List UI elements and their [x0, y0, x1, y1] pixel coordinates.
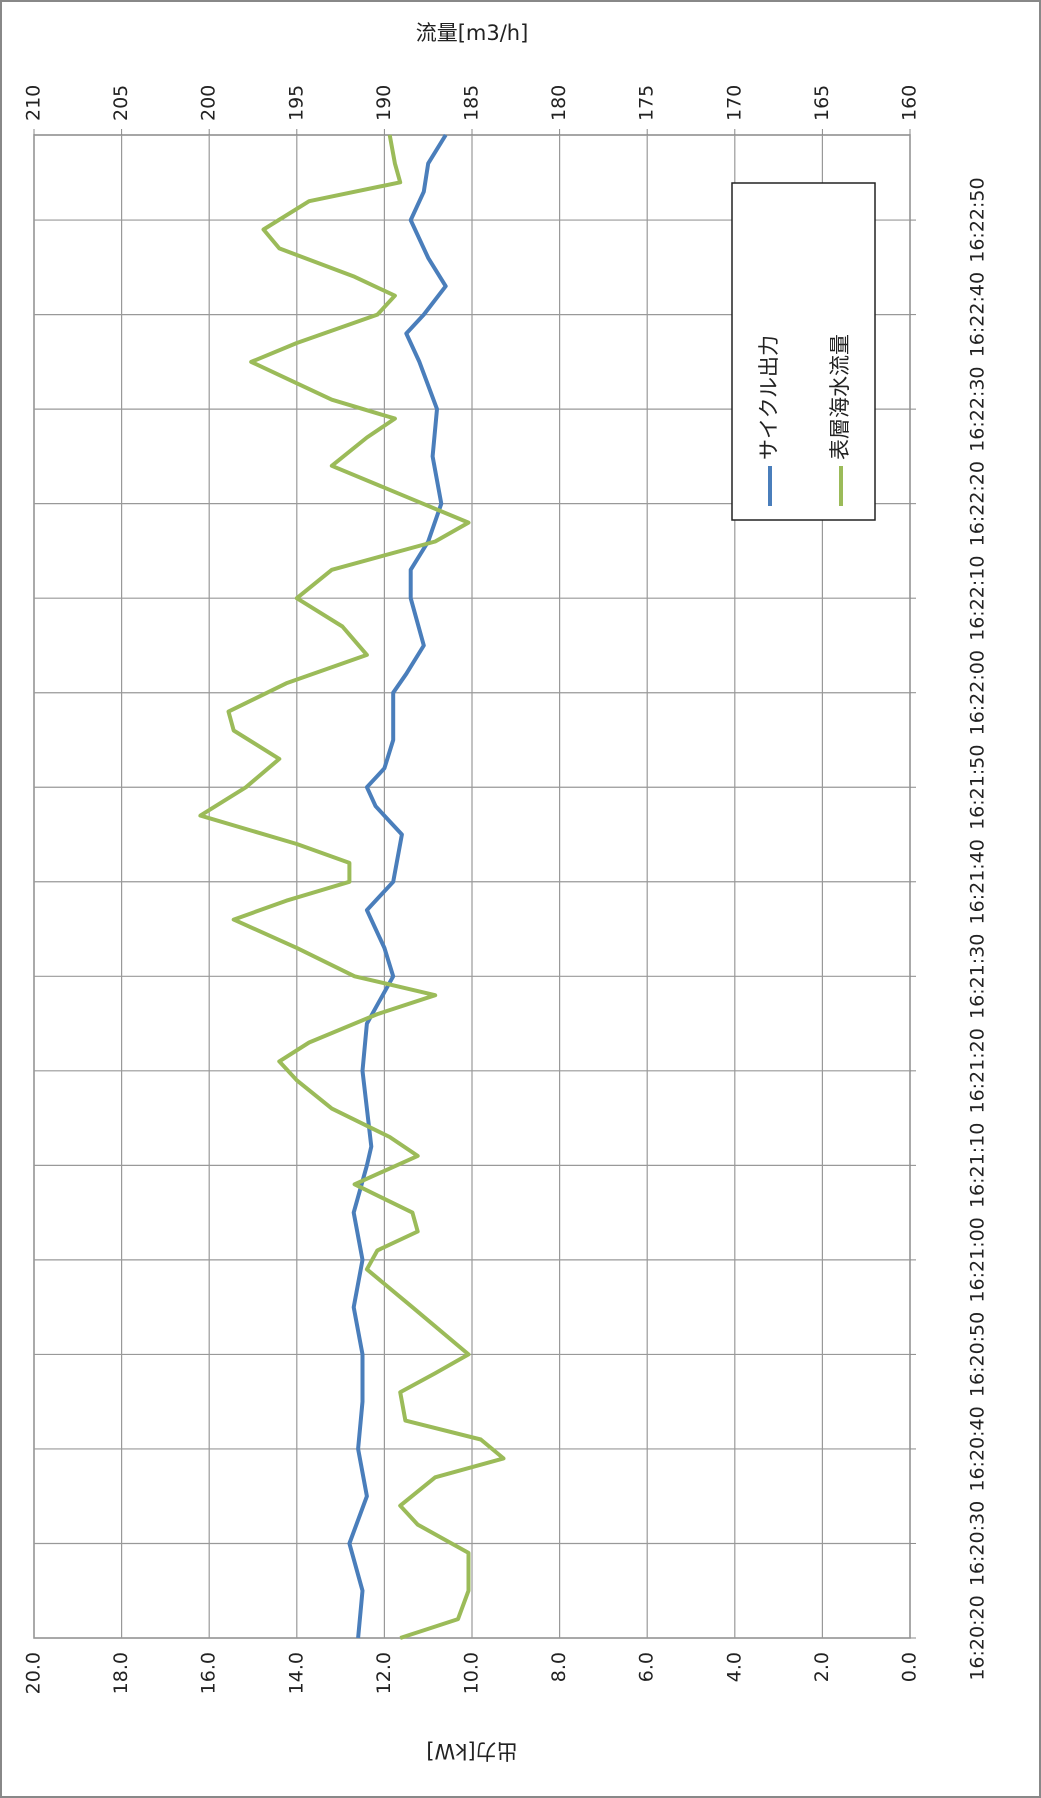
series-line: [198, 134, 506, 1640]
y-tick-label: 20.0: [23, 1652, 45, 1694]
y-tick-label: 12.0: [373, 1652, 395, 1694]
x-tick-label: 16:20:40: [967, 1406, 989, 1491]
y2-tick-label: 210: [23, 85, 45, 121]
x-tick-label: 16:22:40: [967, 272, 989, 357]
x-tick-label: 16:21:40: [967, 839, 989, 924]
y2-tick-label: 200: [198, 85, 220, 121]
y2-tick-label: 170: [723, 85, 745, 121]
y-tick-label: 6.0: [636, 1652, 658, 1682]
y2-tick-label: 160: [899, 85, 921, 121]
x-tick-label: 16:21:50: [967, 745, 989, 830]
series-line: [347, 133, 448, 1639]
y-tick-label: 16.0: [198, 1652, 220, 1694]
y2-tick-label: 175: [636, 85, 658, 121]
x-tick-label: 16:22:10: [967, 556, 989, 641]
x-tick-label: 16:20:30: [967, 1501, 989, 1586]
y-tick-label: 4.0: [723, 1652, 745, 1682]
y-tick-label: 8.0: [548, 1652, 570, 1682]
y2-axis-title: 流量[m3/h]: [416, 21, 529, 45]
y-tick-label: 10.0: [461, 1652, 483, 1694]
x-tick-label: 16:20:50: [967, 1312, 989, 1397]
y-axis-title: 出力[kW]: [426, 1739, 517, 1763]
x-tick-label: 16:22:20: [967, 461, 989, 546]
y-tick-label: 18.0: [110, 1652, 132, 1694]
y2-tick-label: 195: [285, 85, 307, 121]
x-tick-label: 16:21:00: [967, 1217, 989, 1302]
chart-body: 0.0 2.0 4.0 6.0 8.0 10.0 12.0 14.0 16.0 18.0 20.0 1…: [23, 21, 989, 1763]
legend-label: サイクル出力: [757, 335, 781, 460]
x-tick-label: 16:20:20: [967, 1595, 989, 1680]
y2-tick-label: 180: [548, 85, 570, 121]
x-tick-label: 16:21:30: [967, 934, 989, 1019]
x-tick-label: 16:21:20: [967, 1028, 989, 1113]
legend-box: [731, 182, 876, 521]
y2-tick-label: 190: [373, 85, 395, 121]
y-tick-label: 0.0: [899, 1652, 921, 1682]
legend-label: 表層海水流量: [828, 334, 852, 460]
y-tick-label: 2.0: [811, 1652, 833, 1682]
y-tick-label: 14.0: [285, 1652, 307, 1694]
x-tick-label: 16:22:00: [967, 650, 989, 735]
y2-tick-label: 185: [461, 85, 483, 121]
x-tick-label: 16:22:50: [967, 177, 989, 262]
x-tick-label: 16:22:30: [967, 366, 989, 451]
x-tick-label: 16:21:10: [967, 1123, 989, 1208]
y2-tick-label: 205: [110, 85, 132, 121]
y2-tick-label: 165: [811, 85, 833, 121]
